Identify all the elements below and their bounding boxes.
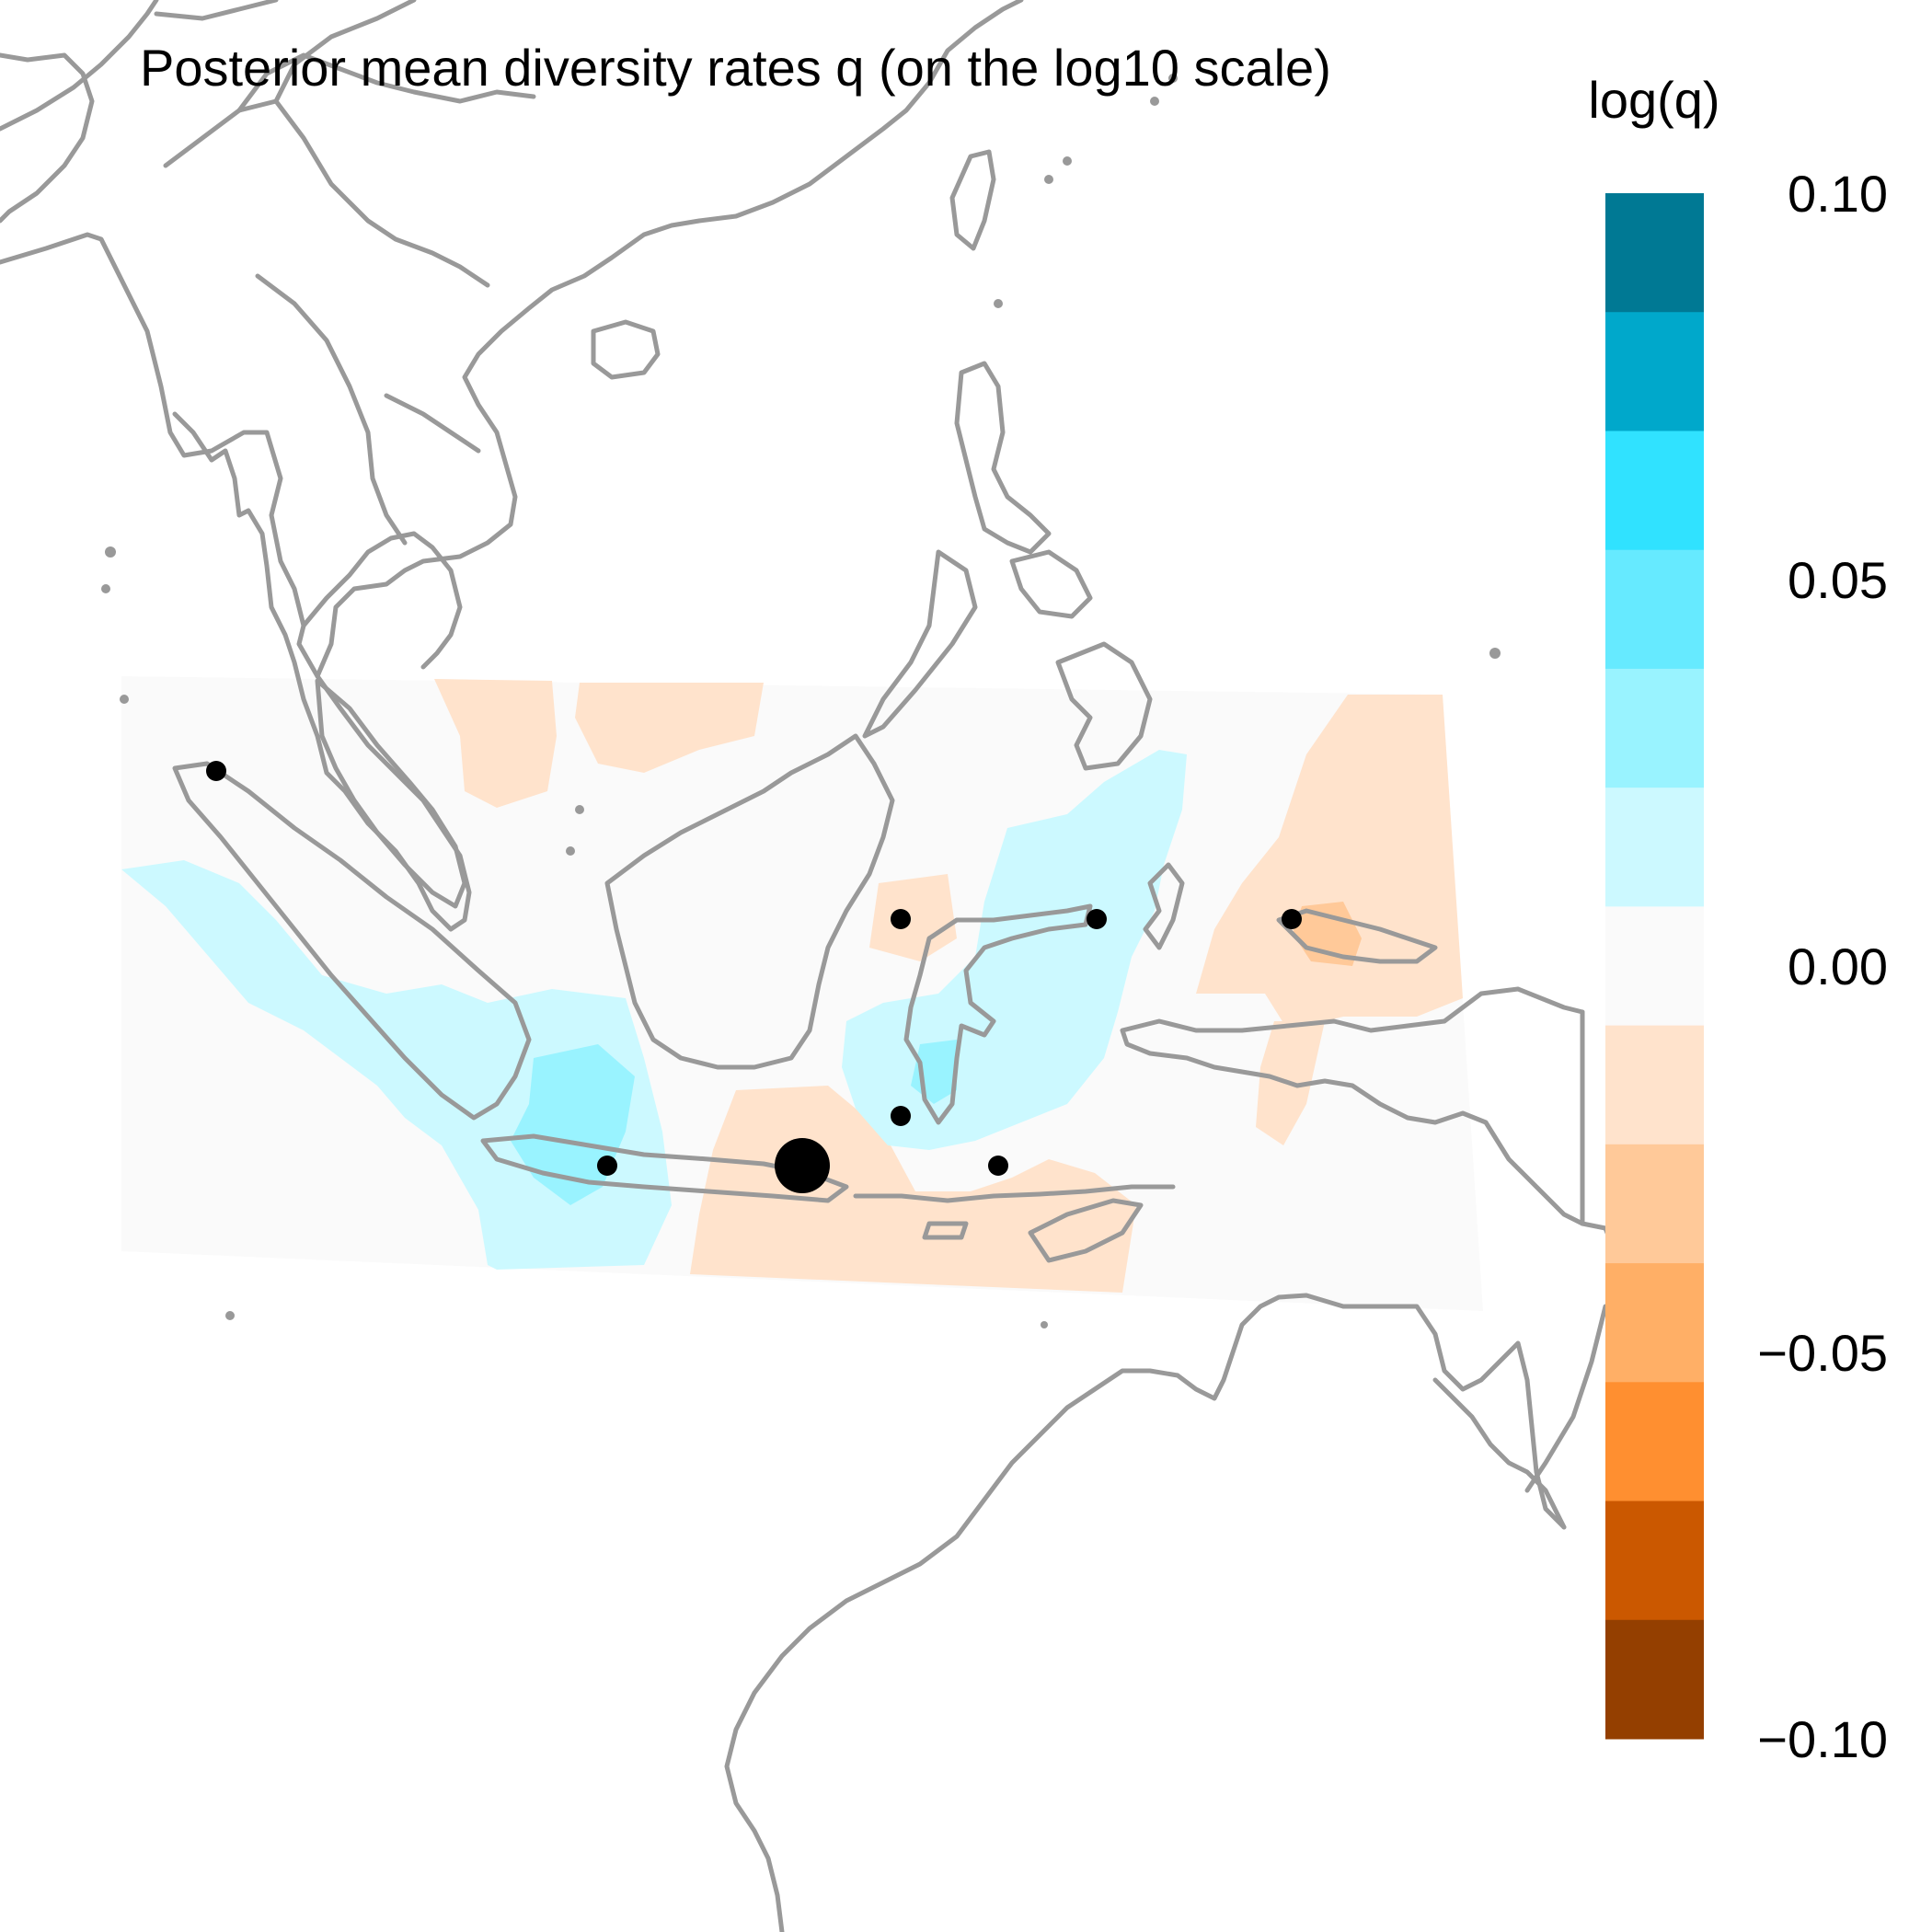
legend-tick-label: −0.10 (1757, 1710, 1888, 1768)
coastline-islet (225, 1311, 235, 1320)
map-title: Posterior mean diversity rates q (on the… (140, 39, 1331, 97)
sample-site[interactable] (988, 1156, 1008, 1176)
coastline-islet (1168, 74, 1178, 83)
coastline-new-guinea (1120, 986, 1585, 1226)
rate-surface (121, 676, 1483, 1311)
coastline-islet (101, 584, 110, 593)
coastline-java (480, 1133, 849, 1203)
coastline-hainan (591, 319, 661, 380)
legend-color-step (1605, 1025, 1704, 1145)
coastline-china-north (154, 0, 536, 113)
color-legend: log(q) 0.10 0.05 0.00 −0.05 −0.10 (1588, 71, 1888, 1768)
legend-color-step (1605, 906, 1704, 1027)
sample-site-large[interactable] (775, 1138, 830, 1193)
sample-sites (206, 761, 1302, 1193)
sample-site[interactable] (1282, 909, 1302, 929)
surface-patch-orange (1196, 695, 1463, 1030)
legend-color-step (1605, 1382, 1704, 1502)
coastline-thai-gulf (301, 531, 463, 670)
legend-tick-label: −0.05 (1757, 1324, 1888, 1382)
legend-tick-label: 0.05 (1788, 551, 1888, 609)
coastline-halmahera (1143, 862, 1438, 964)
legend-tick-label: 0.10 (1788, 165, 1888, 223)
legend-tick-labels: 0.10 0.05 0.00 −0.05 −0.10 (1757, 165, 1888, 1768)
coastline-mindanao (1055, 641, 1153, 771)
coastline-islet (1044, 175, 1053, 184)
coastline-islet (120, 695, 129, 704)
legend-color-step (1605, 1263, 1704, 1383)
coastline-islet (994, 299, 1003, 308)
coastline-borneo (604, 733, 895, 1070)
coastline-islet (575, 805, 584, 814)
surface-patch-orange (869, 874, 957, 961)
legend-colorbar (1605, 193, 1704, 1740)
coastline-india (0, 0, 159, 224)
legend-color-step (1605, 431, 1704, 551)
coastline-malay (315, 678, 467, 909)
legend-color-step (1605, 193, 1704, 313)
coastline-australia-east (1432, 1377, 1567, 1530)
coastline-lesser-sunda (853, 1184, 1176, 1263)
coastlines (0, 0, 1617, 1932)
surface-patch-orange (434, 679, 557, 808)
coastline-borders (163, 0, 490, 546)
coastline-islet (105, 546, 116, 558)
coastline-islet (1150, 97, 1159, 106)
sample-site[interactable] (891, 909, 911, 929)
coastline-islet (566, 846, 575, 856)
sample-site[interactable] (1087, 909, 1107, 929)
coastline-islet (1041, 1321, 1048, 1328)
coastline-islet (1063, 156, 1072, 166)
coastline-luzon (954, 361, 1052, 555)
sample-site[interactable] (597, 1156, 617, 1176)
legend-color-step (1605, 1619, 1704, 1740)
legend-color-step (1605, 668, 1704, 788)
coastline-sulawesi (903, 903, 1093, 1125)
coastline-indochina (315, 0, 1024, 679)
sample-site[interactable] (891, 1106, 911, 1126)
coastline-png-east (1524, 1221, 1617, 1493)
legend-color-step (1605, 1501, 1704, 1621)
coastline-taiwan (949, 149, 996, 251)
legend-color-step (1605, 549, 1704, 670)
legend-tick-label: 0.00 (1788, 937, 1888, 995)
legend-color-step (1605, 788, 1704, 907)
coastline-visayas (862, 549, 1093, 739)
legend-title: log(q) (1588, 71, 1719, 129)
coastline-sumatra (172, 761, 532, 1121)
coastline-australia (724, 1293, 1567, 1932)
surface-patch-orange (690, 1086, 1136, 1293)
legend-color-step (1605, 1144, 1704, 1264)
sample-site[interactable] (206, 761, 226, 781)
coastline-islet (1489, 648, 1501, 659)
surface-patch-orange (575, 683, 764, 773)
legend-color-step (1605, 312, 1704, 431)
